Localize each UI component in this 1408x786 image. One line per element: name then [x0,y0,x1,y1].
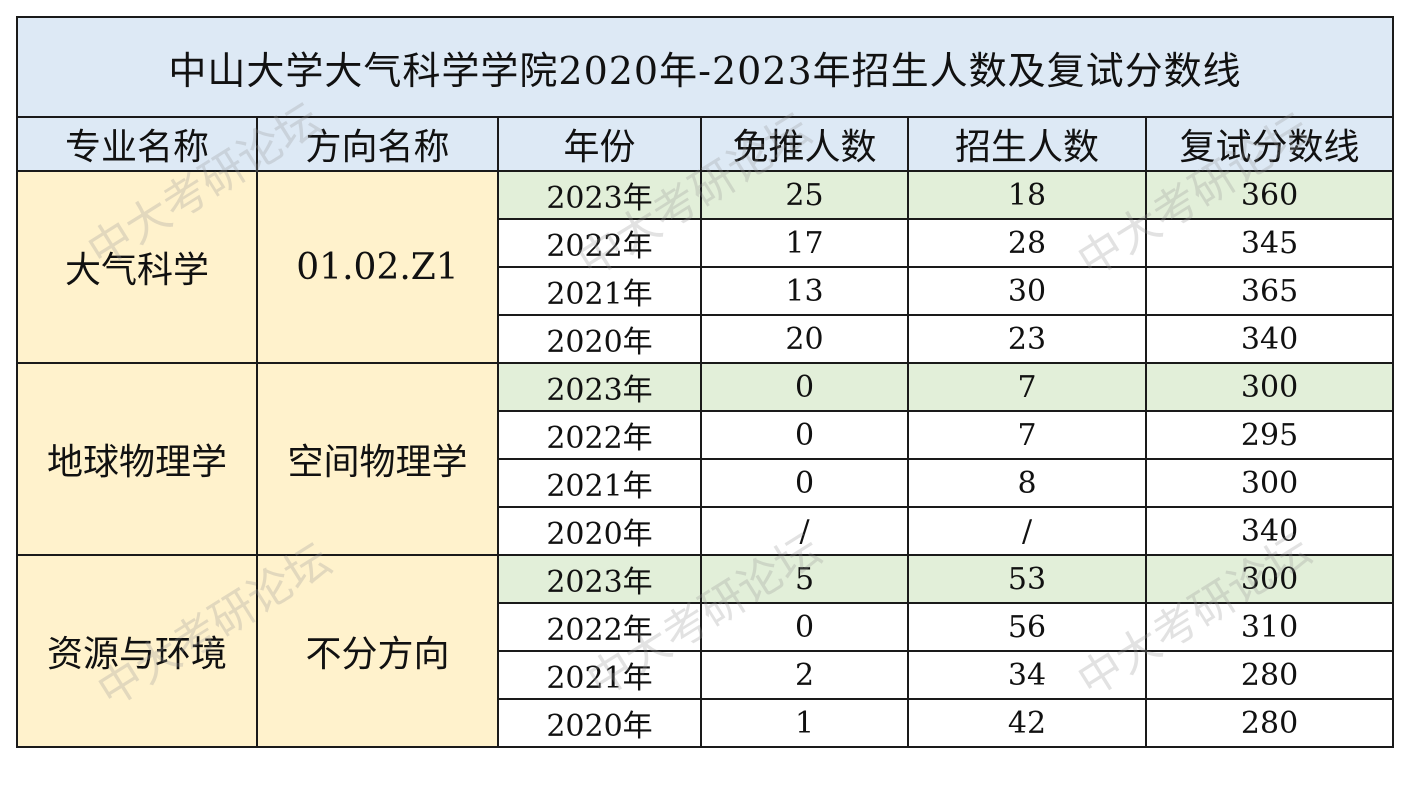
enroll-cell: 42 [907,698,1147,748]
enroll-cell: 7 [907,410,1147,460]
score-cell: 300 [1144,362,1395,412]
table-row: 资源与环境 不分方向 2023年 5 53 300 [16,554,1395,748]
exempt-cell: 25 [700,170,909,220]
direction-cell: 不分方向 [256,554,499,748]
year-cell: 2021年 [497,458,702,508]
score-cell: 360 [1144,170,1395,220]
enroll-cell: 30 [907,266,1147,316]
exempt-cell: 1 [700,698,909,748]
year-cell: 2020年 [497,698,702,748]
score-cell: 340 [1144,506,1395,556]
direction-cell: 01.02.Z1 [256,170,499,364]
score-cell: 300 [1144,554,1395,604]
table-title: 中山大学大气科学学院2020年-2023年招生人数及复试分数线 [15,16,1395,118]
year-cell: 2020年 [497,314,702,364]
major-cell: 地球物理学 [16,362,258,556]
exempt-cell: / [700,506,909,556]
enroll-cell: 53 [907,554,1147,604]
score-cell: 310 [1144,602,1395,652]
table-row: 地球物理学 空间物理学 2023年 0 7 300 [16,362,1395,556]
table-row: 2021年 2 34 280 [17,650,1395,700]
score-cell: 295 [1144,410,1395,460]
enroll-cell: 34 [907,650,1147,700]
score-cell: 280 [1144,698,1395,748]
exempt-cell: 5 [700,554,909,604]
table-row: 2022年 0 7 295 [17,410,1395,460]
year-cell: 2021年 [497,266,702,316]
exempt-cell: 20 [700,314,909,364]
header-direction: 方向名称 [256,116,499,172]
enroll-cell: 18 [907,170,1147,220]
year-cell: 2022年 [497,602,702,652]
table-container: 中山大学大气科学学院2020年-2023年招生人数及复试分数线 专业名称 方向名… [15,16,1395,770]
table-row: 2020年 20 23 340 [17,314,1395,364]
header-year: 年份 [497,116,702,172]
year-cell: 2023年 [497,170,702,220]
table-row: 2022年 0 56 310 [17,602,1395,652]
enroll-cell: 8 [907,458,1147,508]
year-cell: 2022年 [497,410,702,460]
enroll-cell: 28 [907,218,1147,268]
exempt-cell: 0 [700,362,909,412]
table-row: 2020年 1 42 280 [17,698,1395,748]
exempt-cell: 17 [700,218,909,268]
score-cell: 340 [1144,314,1395,364]
major-cell: 资源与环境 [16,554,258,748]
year-cell: 2020年 [497,506,702,556]
year-cell: 2023年 [497,554,702,604]
admissions-table: 中山大学大气科学学院2020年-2023年招生人数及复试分数线 专业名称 方向名… [15,16,1395,748]
score-cell: 300 [1144,458,1395,508]
major-cell: 大气科学 [16,170,258,364]
table-row: 2021年 13 30 365 [17,266,1395,316]
exempt-cell: 0 [700,602,909,652]
header-score: 复试分数线 [1144,116,1395,172]
table-row: 大气科学 01.02.Z1 2023年 25 18 360 [16,170,1395,364]
header-enroll: 招生人数 [907,116,1147,172]
score-cell: 365 [1144,266,1395,316]
header-exempt: 免推人数 [700,116,909,172]
direction-cell: 空间物理学 [256,362,499,556]
score-cell: 345 [1144,218,1395,268]
exempt-cell: 0 [700,410,909,460]
enroll-cell: 56 [907,602,1147,652]
enroll-cell: / [907,506,1147,556]
table-row: 2022年 17 28 345 [17,218,1395,268]
exempt-cell: 0 [700,458,909,508]
year-cell: 2022年 [497,218,702,268]
header-major: 专业名称 [16,116,258,172]
year-cell: 2023年 [497,362,702,412]
exempt-cell: 13 [700,266,909,316]
enroll-cell: 23 [907,314,1147,364]
year-cell: 2021年 [497,650,702,700]
score-cell: 280 [1144,650,1395,700]
enroll-cell: 7 [907,362,1147,412]
table-row: 2020年 //340 [17,506,1395,556]
table-row: 2021年 0 8 300 [17,458,1395,508]
exempt-cell: 2 [700,650,909,700]
